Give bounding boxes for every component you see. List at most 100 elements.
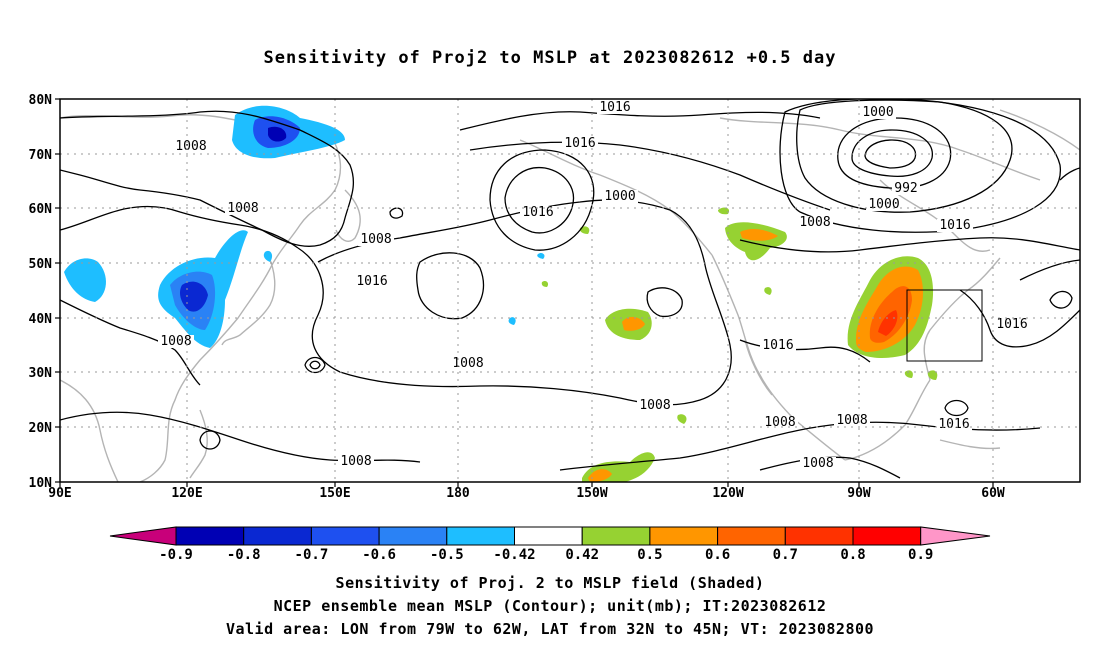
colorbar-label: -0.42 — [493, 547, 535, 563]
lon-label: 150E — [319, 486, 350, 501]
lon-label: 120E — [171, 486, 202, 501]
colorbar-label: -0.5 — [430, 547, 464, 563]
colorbar-swatch — [446, 526, 515, 546]
caption-shading: Sensitivity of Proj. 2 to MSLP field (Sh… — [335, 574, 765, 592]
lat-label: 60N — [29, 202, 53, 217]
contour-label: 1008 — [452, 356, 483, 371]
contour-label-bg — [637, 399, 673, 412]
contour-label-bg — [562, 137, 598, 150]
lat-label: 70N — [29, 148, 53, 163]
colorbar-swatch — [784, 526, 854, 546]
map-frame — [59, 98, 1081, 483]
positive-spot-3 — [541, 280, 549, 287]
colorbar-swatch — [175, 526, 245, 546]
contour-1016-na-south — [739, 339, 871, 363]
contour-label-bg — [158, 335, 194, 348]
positive-spot-6 — [677, 414, 687, 424]
contour-label: 1008 — [160, 334, 191, 349]
contour-1016-east — [739, 237, 1080, 253]
negative-spot-2 — [508, 317, 516, 325]
coastline-philippines — [189, 409, 208, 479]
colorbar-swatch — [310, 526, 380, 546]
negative-deep-arctic — [268, 126, 287, 142]
positive-area-canada — [725, 222, 787, 261]
positive-spot-1 — [718, 207, 730, 215]
positive-spot-7 — [764, 287, 772, 295]
contour-label: 1008 — [799, 215, 830, 230]
colorbar-label: 0.42 — [565, 547, 599, 563]
contour-small-ring-2 — [309, 360, 321, 370]
map-title: Sensitivity of Proj2 to MSLP at 20230826… — [263, 48, 837, 68]
colorbar-swatch — [378, 526, 448, 546]
colorbar-label: 0.6 — [705, 547, 730, 563]
contour-1016-atlantic — [959, 289, 1080, 348]
contour-label: 1008 — [802, 456, 833, 471]
lat-label: 10N — [29, 476, 53, 491]
map-content — [60, 99, 1080, 482]
contour-label-bg — [358, 233, 394, 246]
contour-label-bg — [937, 219, 973, 232]
contour-1008-north — [469, 141, 831, 211]
contour-label-bg — [860, 106, 896, 119]
contour-label: 1008 — [175, 139, 206, 154]
contour-east-edge-3 — [1049, 290, 1073, 309]
lon-label: 90W — [847, 486, 871, 501]
contour-1016-pacific-ring — [297, 199, 732, 406]
contour-label-bg — [797, 216, 833, 229]
contour-label: 1016 — [996, 317, 1027, 332]
contour-label-bg — [450, 357, 486, 370]
colorbar-swatch — [581, 526, 651, 546]
colorbar-arrow-right — [920, 526, 991, 546]
negative-area-west — [64, 258, 106, 302]
coastline-gulf — [844, 379, 931, 461]
contour-label-bg — [520, 206, 556, 219]
contour-label: 1016 — [762, 338, 793, 353]
lat-label: 80N — [29, 93, 53, 108]
caption-valid-area: Valid area: LON from 79W to 62W, LAT fro… — [225, 620, 875, 638]
coastline-indochina — [60, 379, 119, 482]
positive-orange-tropical — [588, 469, 612, 482]
contour-label: 1008 — [360, 232, 391, 247]
contour-label-bg — [354, 275, 390, 288]
coastline-japan — [221, 254, 276, 346]
colorbar: -0.9 -0.8 -0.7 -0.6 -0.5 -0.42 0.42 0.5 0.6 0.7 0.… — [109, 526, 991, 563]
contour-low-canada-2 — [851, 129, 933, 178]
contour-label: 1008 — [836, 413, 867, 428]
positive-spot-5 — [904, 370, 913, 378]
valid-area-box — [906, 289, 983, 362]
coastline-asia-east — [139, 133, 342, 482]
colorbar-label: -0.6 — [362, 547, 396, 563]
contour-label: 1008 — [340, 454, 371, 469]
contour-label-bg — [602, 190, 638, 203]
gridlines — [55, 98, 1080, 487]
contour-label-bg — [834, 414, 870, 427]
colorbar-label: 0.9 — [908, 547, 933, 563]
positive-orange-canada — [740, 229, 778, 241]
contour-label: 1000 — [868, 197, 899, 212]
contour-label: 1016 — [522, 205, 553, 220]
colorbar-label: 0.8 — [840, 547, 865, 563]
contour-label-bg — [762, 416, 798, 429]
contour-label: 1016 — [599, 100, 630, 115]
lat-label: 40N — [29, 312, 53, 327]
colorbar-label: -0.8 — [227, 547, 261, 563]
contour-low-canada-1 — [837, 117, 952, 189]
contour-label-bg — [338, 455, 374, 468]
contour-label: 1016 — [564, 136, 595, 151]
contour-label: 1016 — [356, 274, 387, 289]
contour-low-canada-3 — [864, 139, 917, 169]
contour-small-ring-4 — [944, 399, 969, 417]
coastline-baja — [744, 339, 773, 396]
colorbar-arrow-left — [109, 526, 177, 546]
negative-spot-3 — [537, 252, 545, 259]
contour-label: 1008 — [764, 415, 795, 430]
contour-small-ring-5 — [389, 207, 404, 219]
coastline-na-west — [711, 254, 846, 461]
contour-label: 1016 — [938, 417, 969, 432]
contour-east-edge-2 — [1019, 259, 1080, 281]
contour-small-ring-1 — [304, 356, 326, 374]
coastline-kamchatka — [335, 189, 361, 242]
colorbar-label: 0.5 — [637, 547, 662, 563]
